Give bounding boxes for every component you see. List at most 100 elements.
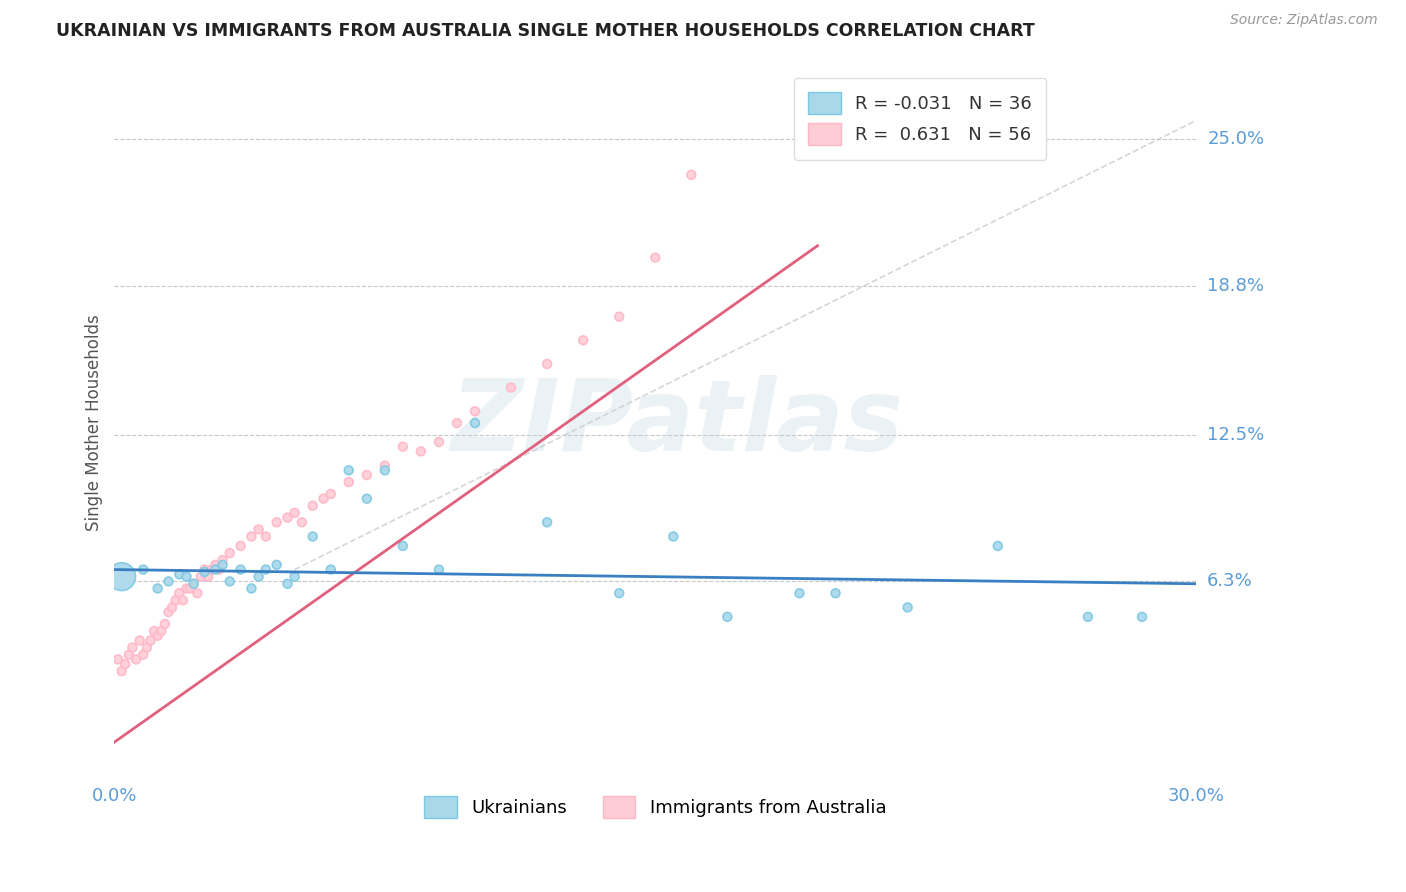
Point (536, 357, 558, 371)
Point (211, 553, 233, 567)
Point (157, 605, 180, 619)
Point (409, 444, 432, 458)
Point (464, 404, 486, 418)
Point (301, 499, 323, 513)
Point (183, 576, 205, 591)
Point (201, 563, 224, 577)
Point (165, 593, 187, 607)
Point (153, 616, 176, 631)
Point (356, 491, 378, 506)
Point (218, 574, 240, 589)
Point (190, 569, 212, 583)
Point (247, 569, 270, 583)
Point (337, 463, 360, 477)
Point (204, 558, 226, 572)
Y-axis label: Single Mother Households: Single Mother Households (86, 315, 103, 532)
Point (208, 563, 231, 577)
Point (446, 416, 468, 430)
Point (427, 434, 450, 449)
Point (716, 610, 738, 624)
Text: 6.3%: 6.3% (1208, 573, 1253, 591)
Text: 12.5%: 12.5% (1208, 425, 1264, 444)
Point (987, 539, 1010, 553)
Point (146, 582, 169, 596)
Point (789, 586, 811, 600)
Text: 18.8%: 18.8% (1208, 277, 1264, 295)
Legend: Ukrainians, Immigrants from Australia: Ukrainians, Immigrants from Australia (416, 789, 894, 825)
Point (1130, 610, 1153, 624)
Point (536, 516, 558, 530)
Point (572, 334, 595, 348)
Point (176, 569, 198, 583)
Point (681, 168, 703, 182)
Point (254, 529, 277, 543)
Point (897, 600, 920, 615)
Point (644, 251, 666, 265)
Point (240, 529, 263, 543)
Point (392, 539, 415, 553)
Point (150, 624, 173, 638)
Point (662, 529, 685, 543)
Point (284, 569, 307, 583)
Text: Source: ZipAtlas.com: Source: ZipAtlas.com (1230, 13, 1378, 28)
Point (607, 310, 630, 324)
Point (291, 516, 314, 530)
Text: ZIPatlas: ZIPatlas (450, 375, 904, 472)
Point (824, 586, 846, 600)
Point (607, 586, 630, 600)
Point (229, 563, 252, 577)
Point (266, 516, 288, 530)
Point (132, 648, 155, 662)
Point (146, 629, 169, 643)
Point (240, 582, 263, 596)
Point (284, 506, 307, 520)
Point (183, 576, 205, 591)
Point (193, 563, 215, 577)
Point (121, 640, 143, 655)
Point (499, 381, 522, 395)
Point (276, 510, 298, 524)
Point (312, 491, 335, 506)
Point (218, 546, 240, 560)
Point (157, 574, 180, 589)
Point (374, 458, 396, 473)
Point (169, 567, 191, 582)
Point (229, 539, 252, 553)
Point (111, 569, 134, 583)
Point (135, 640, 157, 655)
Point (374, 463, 396, 477)
Point (266, 558, 288, 572)
Point (337, 475, 360, 490)
Point (392, 440, 415, 454)
Point (139, 633, 162, 648)
Point (179, 582, 201, 596)
Point (464, 416, 486, 430)
Point (172, 593, 194, 607)
Point (356, 468, 378, 483)
Point (254, 563, 277, 577)
Point (160, 600, 183, 615)
Point (169, 586, 191, 600)
Point (247, 522, 270, 536)
Point (186, 586, 208, 600)
Point (111, 664, 134, 678)
Point (1077, 610, 1099, 624)
Point (107, 652, 129, 666)
Point (125, 652, 148, 666)
Text: UKRAINIAN VS IMMIGRANTS FROM AUSTRALIA SINGLE MOTHER HOUSEHOLDS CORRELATION CHAR: UKRAINIAN VS IMMIGRANTS FROM AUSTRALIA S… (56, 22, 1035, 40)
Point (132, 563, 155, 577)
Point (176, 582, 198, 596)
Point (143, 624, 166, 638)
Point (193, 565, 215, 579)
Point (114, 657, 136, 672)
Point (204, 563, 226, 577)
Point (128, 633, 150, 648)
Point (319, 487, 342, 501)
Point (118, 648, 141, 662)
Point (427, 563, 450, 577)
Point (211, 558, 233, 572)
Point (276, 576, 298, 591)
Point (301, 529, 323, 543)
Point (319, 563, 342, 577)
Text: 25.0%: 25.0% (1208, 130, 1264, 148)
